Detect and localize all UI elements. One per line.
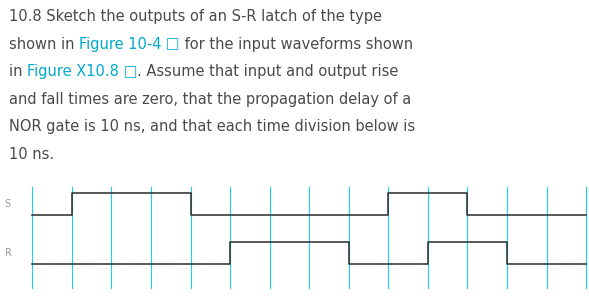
- Text: Figure X10.8: Figure X10.8: [27, 64, 119, 79]
- Text: NOR gate is 10 ns, and that each time division below is: NOR gate is 10 ns, and that each time di…: [9, 119, 415, 135]
- Text: □: □: [161, 37, 180, 52]
- Text: . Assume that input and output rise: . Assume that input and output rise: [137, 64, 399, 79]
- Text: 10.8 Sketch the outputs of an S-R latch of the type: 10.8 Sketch the outputs of an S-R latch …: [9, 9, 382, 24]
- Text: and fall times are zero, that the propagation delay of a: and fall times are zero, that the propag…: [9, 92, 411, 107]
- Text: for the input waveforms shown: for the input waveforms shown: [180, 37, 413, 52]
- Text: 10 ns.: 10 ns.: [9, 147, 54, 162]
- Text: shown in: shown in: [9, 37, 79, 52]
- Text: R: R: [5, 248, 12, 258]
- Text: □: □: [119, 64, 137, 79]
- Text: S: S: [5, 199, 11, 209]
- Text: in: in: [9, 64, 27, 79]
- Text: Figure 10-4: Figure 10-4: [79, 37, 161, 52]
